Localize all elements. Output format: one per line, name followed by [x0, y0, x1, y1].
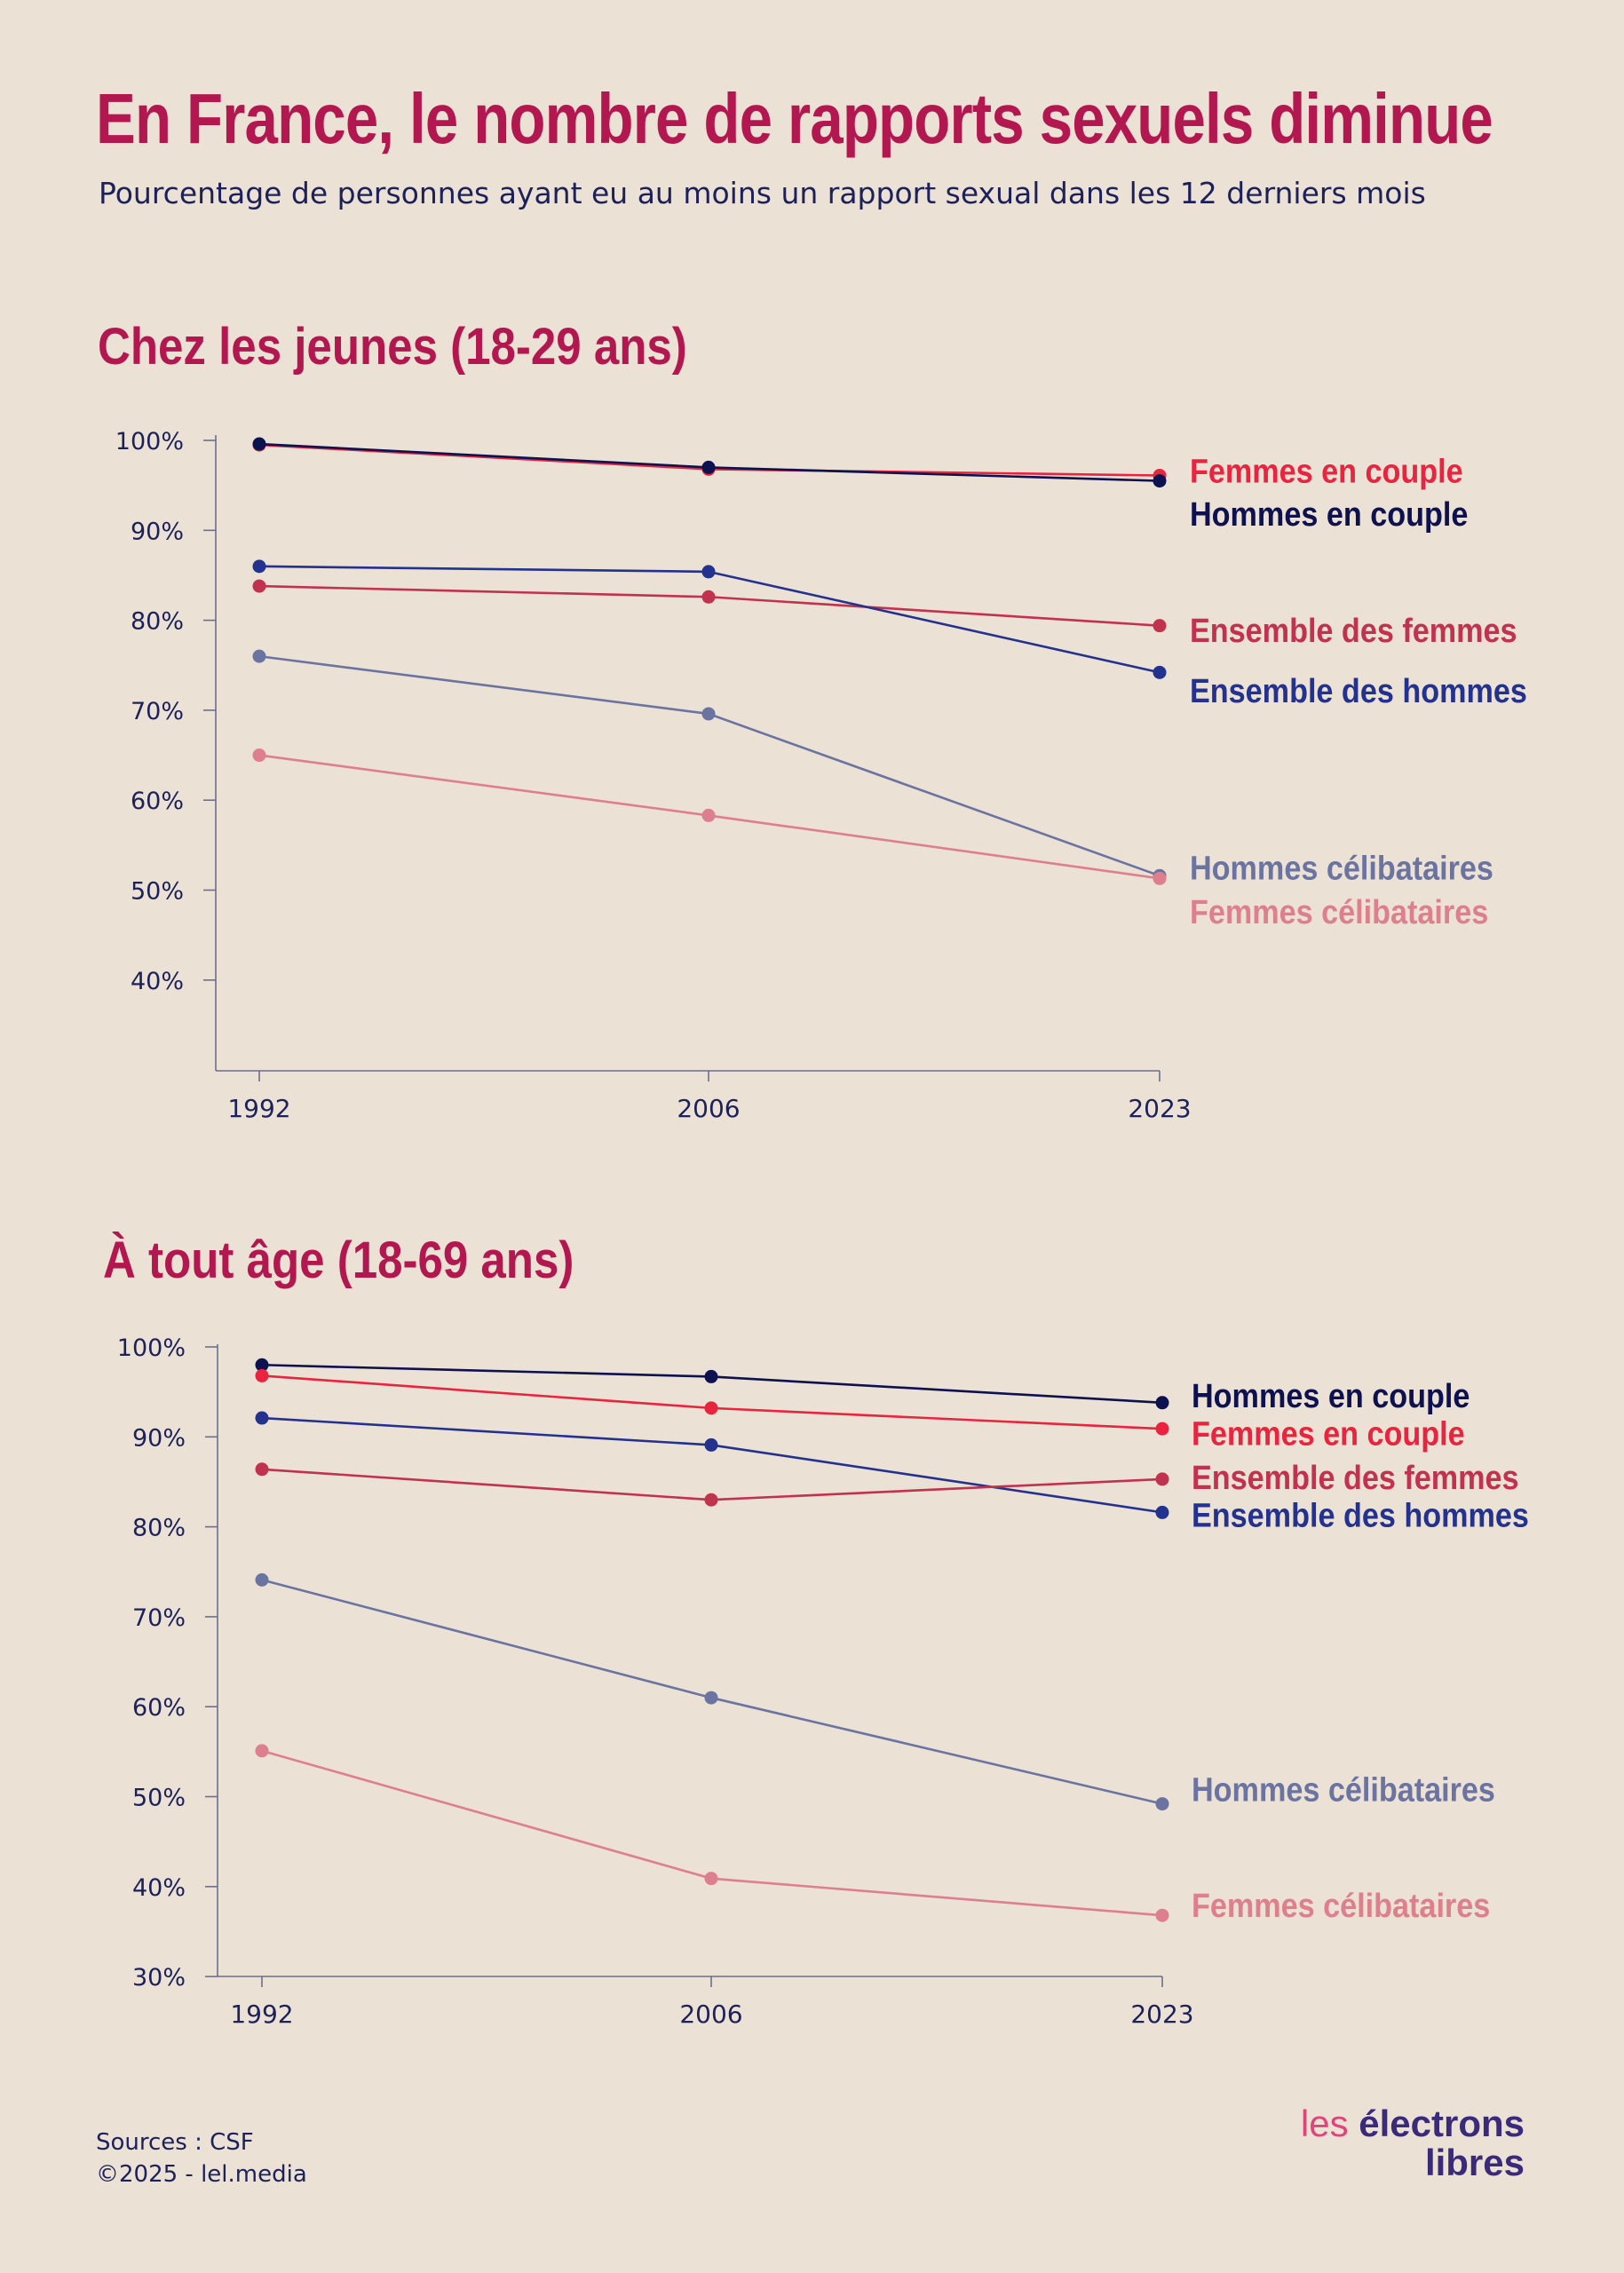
x-tick-label: 2023	[1128, 1094, 1191, 1123]
x-tick-label: 1992	[227, 1094, 290, 1123]
data-point-hommes-celibataires	[252, 649, 266, 663]
logo-word-1: électrons	[1359, 2103, 1525, 2144]
data-point-femmes-en-couple	[1155, 1422, 1169, 1436]
y-tick-label: 50%	[131, 878, 184, 906]
y-tick-label: 90%	[132, 1424, 186, 1452]
data-point-ensemble-des-hommes	[701, 565, 716, 579]
data-point-ensemble-des-femmes	[252, 579, 266, 593]
data-point-femmes-celibataires	[1153, 871, 1167, 885]
data-point-hommes-en-couple	[701, 460, 716, 474]
data-point-hommes-en-couple	[252, 437, 266, 451]
y-tick-label: 40%	[132, 1874, 186, 1902]
data-point-ensemble-des-femmes	[1155, 1472, 1169, 1486]
data-point-ensemble-des-hommes	[255, 1411, 269, 1425]
page-subtitle: Pourcentage de personnes ayant eu au moi…	[99, 176, 1426, 210]
data-point-femmes-en-couple	[255, 1368, 269, 1382]
x-tick-label: 2006	[679, 2000, 742, 2029]
data-point-ensemble-des-hommes	[1155, 1505, 1169, 1519]
x-tick-label: 1992	[230, 2000, 293, 2029]
data-point-ensemble-des-femmes	[1153, 619, 1167, 633]
y-tick-label: 50%	[132, 1785, 186, 1812]
series-label-ensemble-des-hommes: Ensemble des hommes	[1192, 1496, 1529, 1534]
page-title: En France, le nombre de rapports sexuels…	[96, 79, 1493, 158]
data-point-femmes-celibataires	[701, 808, 716, 822]
series-label-hommes-celibataires: Hommes célibataires	[1190, 849, 1493, 887]
series-label-ensemble-des-femmes: Ensemble des femmes	[1190, 611, 1517, 649]
data-point-hommes-celibataires	[701, 707, 716, 721]
y-tick-label: 60%	[131, 788, 184, 815]
data-point-hommes-en-couple	[704, 1369, 718, 1383]
series-label-ensemble-des-femmes: Ensemble des femmes	[1192, 1458, 1519, 1496]
chart-title-jeunes: Chez les jeunes (18-29 ans)	[98, 318, 687, 376]
y-tick-label: 90%	[131, 518, 184, 545]
data-point-femmes-celibataires	[704, 1872, 718, 1886]
data-point-ensemble-des-hommes	[1153, 665, 1167, 679]
y-tick-label: 60%	[132, 1694, 186, 1722]
y-tick-label: 70%	[131, 698, 184, 725]
y-tick-label: 80%	[131, 608, 184, 636]
logo-prefix: les	[1300, 2103, 1349, 2144]
y-tick-label: 40%	[131, 968, 184, 995]
line-chart-tout-age: 100% 90% 80% 70% 60% 50% 40% 30% 1992 2006 2023 Hom…	[117, 1334, 1529, 2029]
data-point-hommes-celibataires	[255, 1572, 269, 1587]
copyright-note: ©2025 - lel.media	[96, 2161, 307, 2188]
x-tick-label: 2006	[677, 1094, 740, 1123]
line-chart-jeunes: 100% 90% 80% 70% 60% 50% 40% 1992 2006 2023 Femmes…	[115, 428, 1527, 1123]
data-point-femmes-celibataires	[1155, 1908, 1169, 1922]
chart-title-tout-age: À tout âge (18-69 ans)	[103, 1232, 574, 1289]
brand-logo: les électrons libres	[1301, 2104, 1525, 2182]
series-label-femmes-celibataires: Femmes célibataires	[1190, 892, 1488, 931]
data-point-hommes-en-couple	[255, 1358, 269, 1372]
y-tick-label: 100%	[117, 1334, 186, 1362]
data-point-femmes-celibataires	[252, 748, 266, 763]
series-label-femmes-en-couple: Femmes en couple	[1190, 452, 1463, 490]
series-label-ensemble-des-hommes: Ensemble des hommes	[1190, 671, 1527, 709]
y-tick-label: 70%	[132, 1604, 186, 1632]
y-tick-label: 100%	[115, 428, 184, 455]
data-point-femmes-en-couple	[704, 1401, 718, 1415]
series-label-hommes-en-couple: Hommes en couple	[1190, 495, 1468, 534]
data-point-hommes-en-couple	[1153, 474, 1167, 488]
series-label-hommes-en-couple: Hommes en couple	[1192, 1376, 1470, 1414]
y-tick-label: 80%	[132, 1515, 186, 1542]
data-point-hommes-celibataires	[1155, 1797, 1169, 1811]
data-point-ensemble-des-femmes	[701, 590, 716, 604]
data-point-ensemble-des-hommes	[252, 559, 266, 574]
y-tick-label: 30%	[132, 1964, 186, 1992]
x-tick-label: 2023	[1130, 2000, 1193, 2029]
data-point-femmes-celibataires	[255, 1744, 269, 1758]
sources-note: Sources : CSF	[96, 2129, 254, 2156]
data-point-hommes-en-couple	[1155, 1396, 1169, 1410]
series-label-hommes-celibataires: Hommes célibataires	[1192, 1770, 1495, 1809]
logo-word-2: libres	[1424, 2142, 1525, 2183]
series-label-femmes-en-couple: Femmes en couple	[1192, 1414, 1465, 1453]
data-point-ensemble-des-hommes	[704, 1437, 718, 1452]
series-line-femmes-celibataires	[261, 1749, 1163, 1917]
data-point-ensemble-des-femmes	[704, 1493, 718, 1507]
data-point-ensemble-des-femmes	[255, 1462, 269, 1477]
data-point-hommes-celibataires	[704, 1691, 718, 1705]
series-label-femmes-celibataires: Femmes célibataires	[1192, 1887, 1490, 1925]
